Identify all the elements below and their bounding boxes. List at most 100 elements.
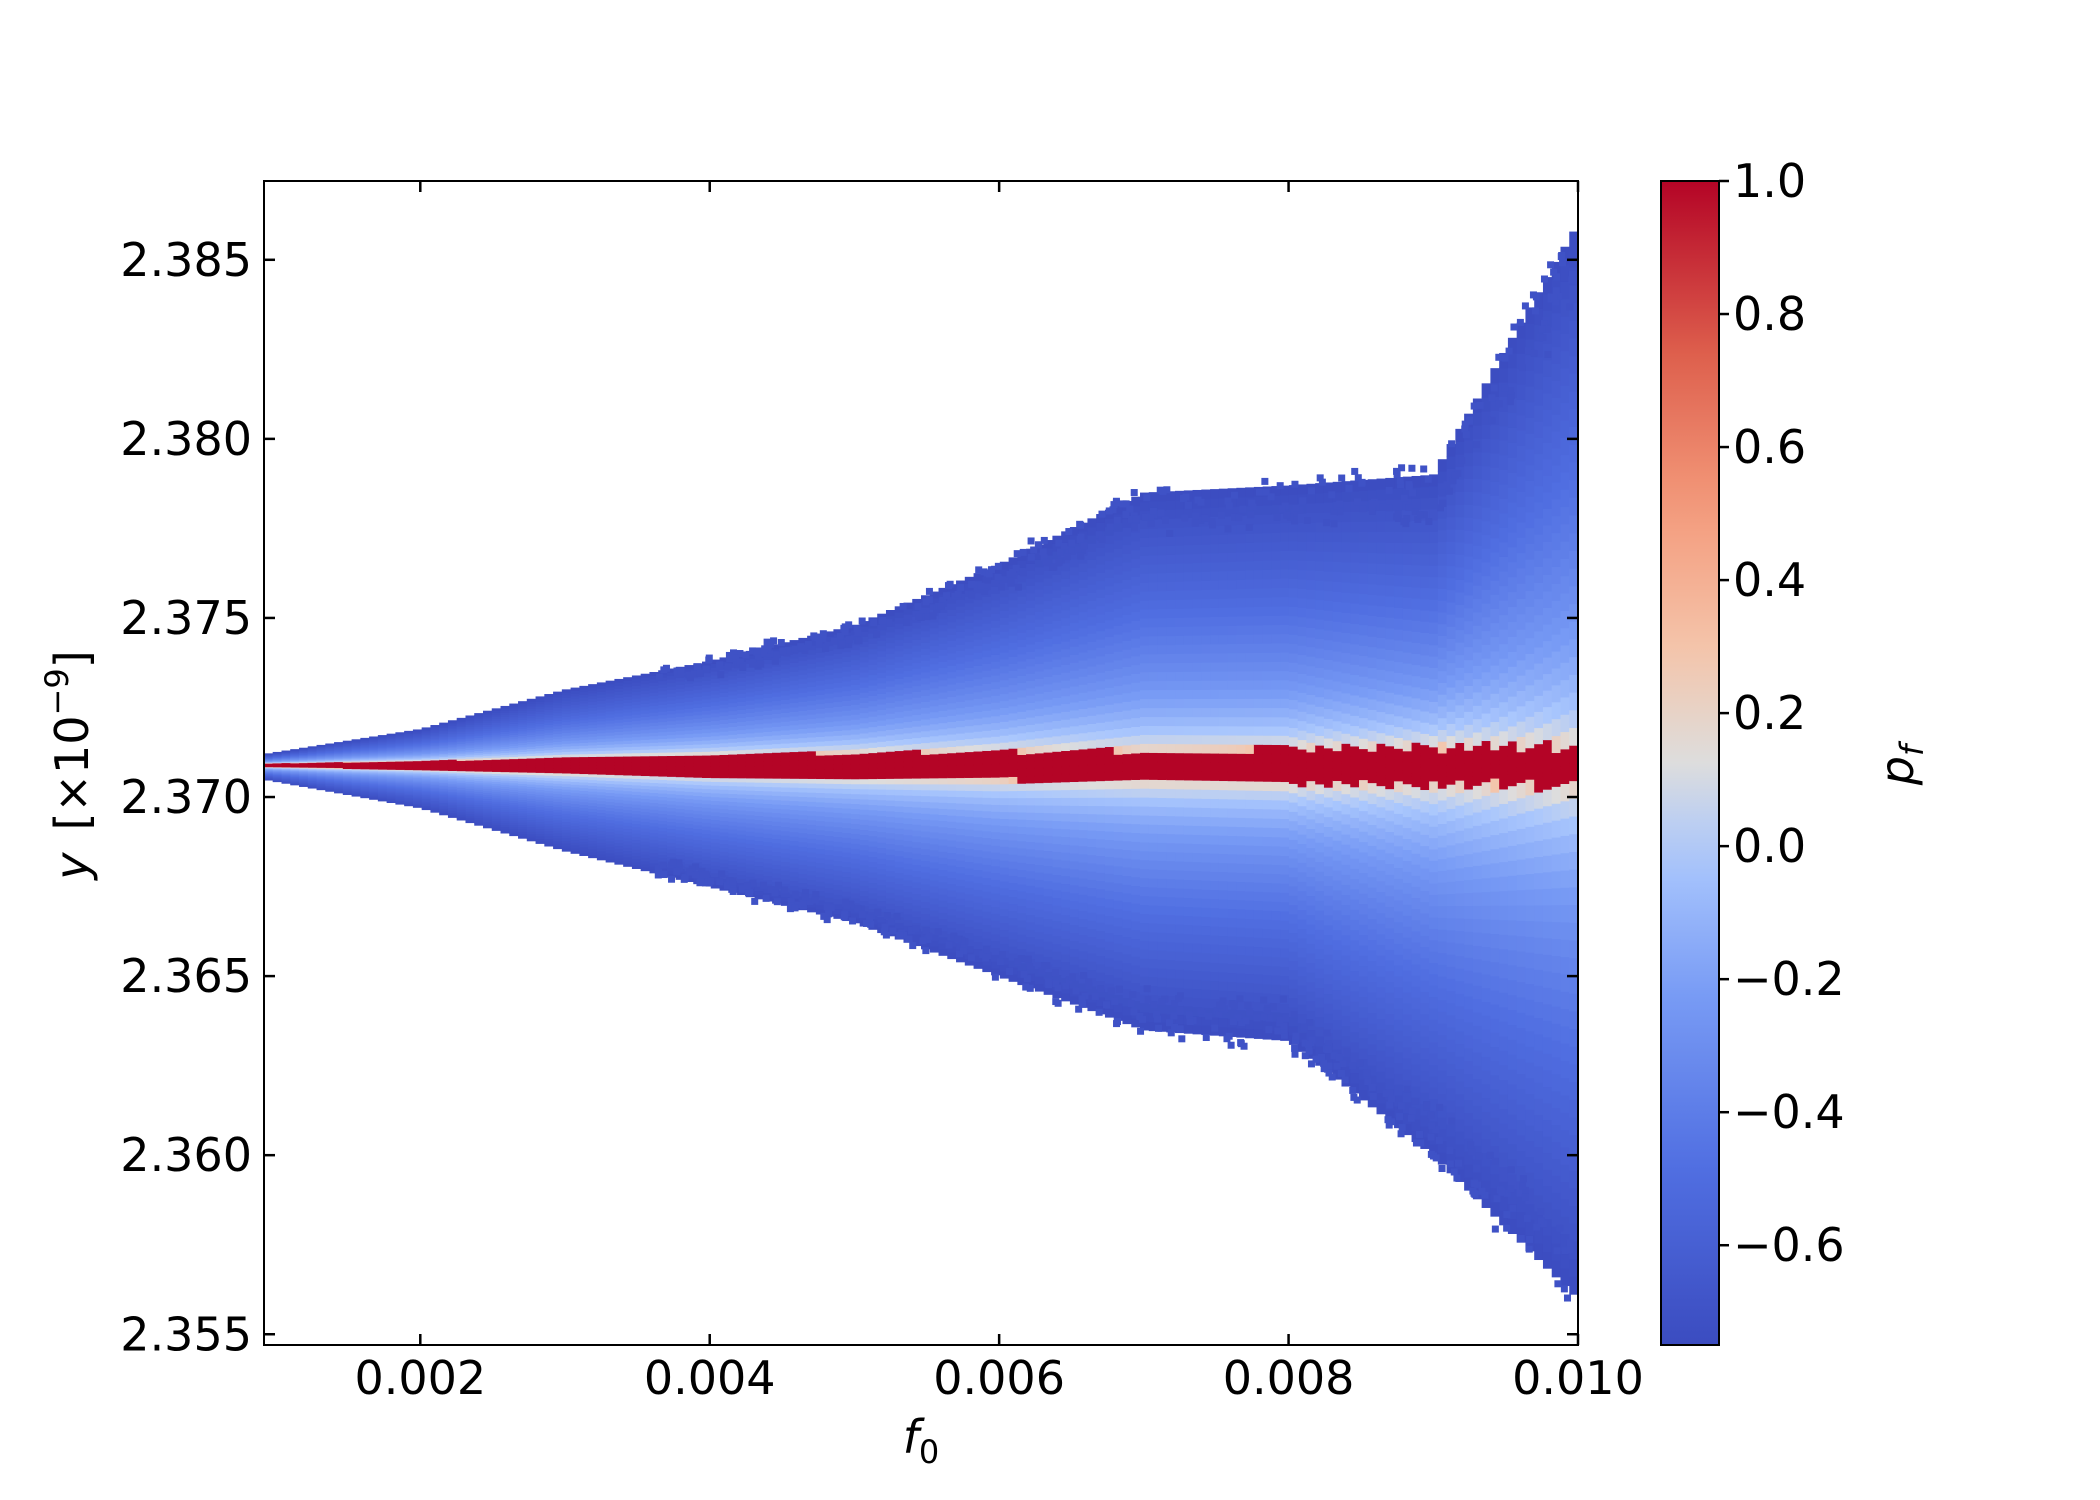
heatmap-cell	[307, 764, 318, 766]
heatmap-cell	[702, 661, 712, 666]
heatmap-cell	[447, 814, 458, 817]
heatmap-cell	[772, 734, 782, 740]
heatmap-cell	[535, 809, 545, 813]
heatmap-cell	[342, 784, 353, 787]
heatmap-cell	[412, 781, 423, 784]
heatmap-cell	[859, 687, 870, 693]
heatmap-cell	[973, 698, 983, 706]
heatmap-cell	[605, 837, 615, 842]
heatmap-cell	[929, 711, 940, 719]
heatmap-cell	[526, 786, 537, 790]
heatmap-cell	[631, 791, 642, 796]
heatmap-cell	[728, 746, 738, 751]
heatmap-cell	[412, 755, 423, 758]
heatmap-cell	[553, 691, 563, 695]
heatmap-cell	[579, 798, 589, 803]
heatmap-cell	[894, 706, 905, 713]
heatmap-cell	[693, 839, 703, 844]
heatmap-cell	[649, 725, 659, 730]
heatmap-cell	[737, 725, 747, 731]
heatmap-cell	[842, 651, 852, 658]
heatmap-cell	[404, 755, 414, 758]
heatmap-cell	[447, 815, 458, 818]
heatmap-cell	[518, 721, 528, 725]
heatmap-cell	[964, 667, 975, 675]
heatmap-cell	[658, 793, 668, 798]
heatmap-cell	[973, 895, 983, 903]
heatmap-cell	[307, 778, 318, 780]
heatmap-cell	[754, 719, 764, 725]
heatmap-cell	[956, 618, 966, 626]
heatmap-cell	[395, 738, 405, 741]
heatmap-cell	[535, 794, 545, 798]
heatmap-cell	[850, 719, 861, 725]
heatmap-cell	[360, 749, 370, 752]
heatmap-cell	[334, 768, 344, 770]
heatmap-cell	[772, 855, 782, 861]
heatmap-cell	[658, 847, 668, 852]
heatmap-cell	[903, 845, 913, 853]
heatmap-cell	[535, 816, 545, 820]
heatmap-cell	[412, 760, 423, 763]
heatmap-cell	[745, 679, 756, 685]
heatmap-cell	[439, 797, 449, 800]
heatmap-cell	[798, 651, 808, 657]
heatmap-cell	[553, 819, 563, 823]
heatmap-cell	[605, 774, 615, 778]
heatmap-cell	[439, 790, 449, 793]
heatmap-cell	[360, 776, 370, 779]
heatmap-cell	[421, 799, 432, 802]
heatmap-cell	[894, 695, 905, 702]
heatmap-cell	[570, 737, 580, 741]
heatmap-cell	[491, 795, 502, 799]
heatmap-cell	[964, 628, 975, 636]
heatmap-cell	[535, 838, 545, 842]
heatmap-cell	[518, 792, 528, 796]
heatmap-cell	[850, 783, 861, 790]
heatmap-cell	[710, 842, 721, 847]
heatmap-cell	[579, 838, 589, 842]
heatmap-cell	[780, 808, 791, 814]
heatmap-cell	[491, 710, 502, 713]
heatmap-cell	[885, 734, 896, 741]
heatmap-cell	[850, 714, 861, 720]
heatmap-cell	[377, 773, 388, 776]
heatmap-cell	[859, 666, 870, 673]
heatmap-cell	[973, 783, 983, 792]
heatmap-cell	[447, 810, 458, 814]
heatmap-cell	[763, 663, 773, 669]
heatmap-cell	[588, 765, 598, 769]
heatmap-cell	[693, 868, 703, 874]
heatmap-cell	[885, 761, 896, 769]
heatmap-cell	[807, 667, 817, 674]
heatmap-cell	[307, 747, 318, 749]
heatmap-cell	[991, 954, 1001, 962]
heatmap-cell	[535, 799, 545, 803]
heatmap-cell	[789, 840, 799, 846]
heatmap-cell	[877, 741, 887, 748]
heatmap-cell	[956, 898, 966, 906]
heatmap-cell	[789, 742, 799, 748]
heatmap-cell	[526, 712, 537, 716]
heatmap-cell	[964, 699, 975, 707]
heatmap-cell	[842, 822, 852, 829]
heatmap-cell	[833, 764, 843, 770]
heatmap-cell	[789, 733, 799, 739]
heatmap-cell	[868, 887, 878, 894]
heatmap-cell	[780, 786, 791, 792]
heatmap-cell	[518, 812, 528, 816]
heatmap-cell	[842, 827, 852, 834]
heatmap-cell	[807, 874, 817, 881]
heatmap-cell	[780, 716, 791, 722]
heatmap-cell	[544, 719, 554, 723]
heatmap-cell	[526, 705, 537, 709]
heatmap-cell	[465, 813, 475, 816]
heatmap-cell	[360, 791, 370, 794]
heatmap-cell	[351, 761, 361, 764]
heatmap-cell	[807, 870, 817, 876]
heatmap-cell	[316, 782, 326, 785]
heatmap-cell	[447, 784, 458, 788]
heatmap-cell	[483, 814, 493, 817]
heatmap-cell	[868, 773, 878, 780]
heatmap-cell	[973, 902, 983, 910]
